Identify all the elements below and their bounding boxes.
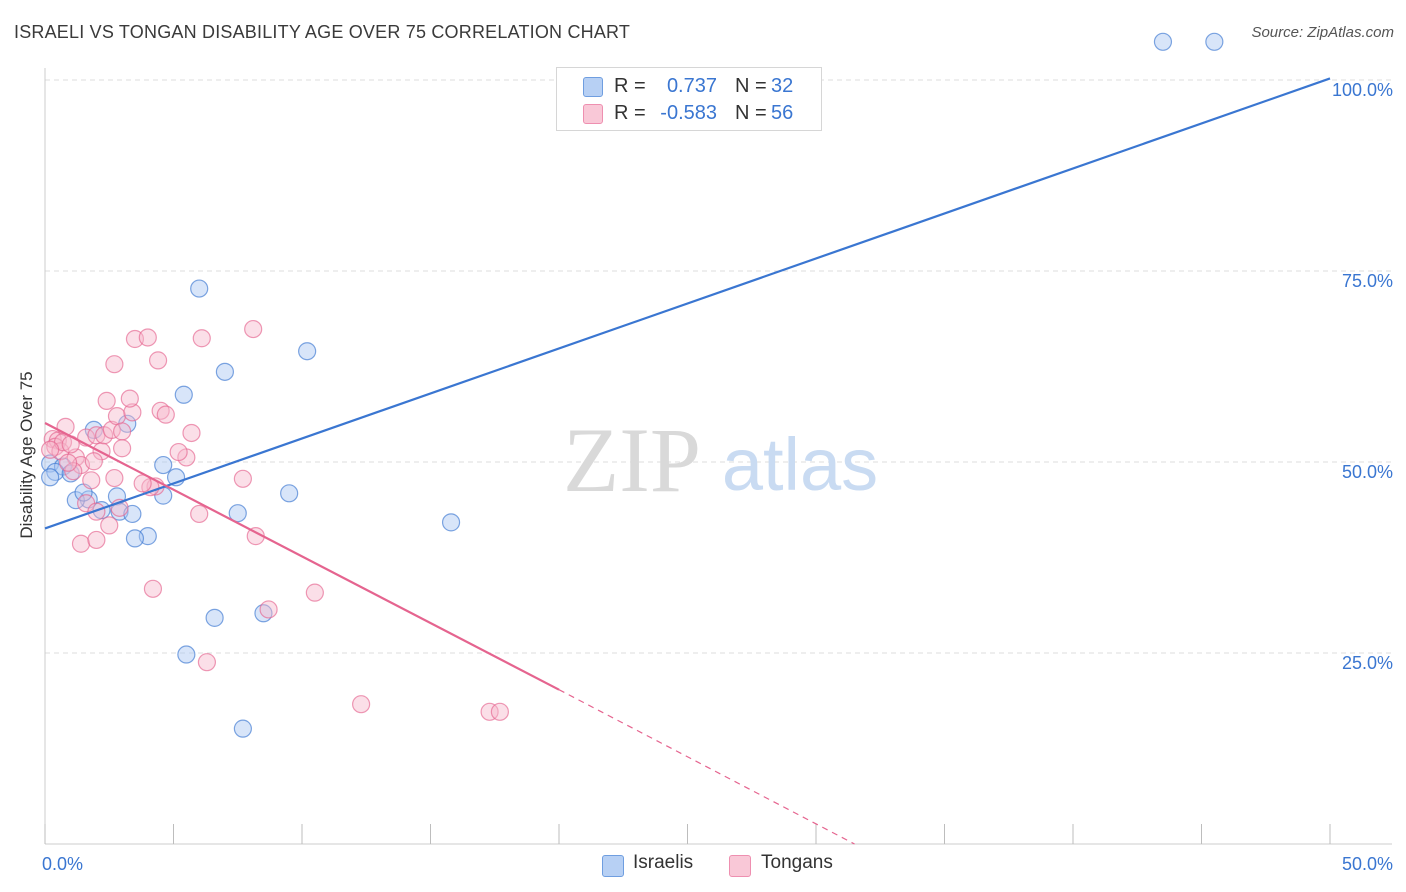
israelis-point <box>298 342 317 361</box>
tongans-point <box>87 530 106 550</box>
israelis-point <box>66 491 85 510</box>
n-value: 32 <box>771 75 794 97</box>
tongans-point <box>138 328 157 347</box>
israelis-point <box>441 513 461 532</box>
tongans-point <box>148 351 168 370</box>
israelis-point <box>1153 32 1173 51</box>
tongans-point <box>143 579 163 598</box>
tongans-point <box>490 702 509 721</box>
tongans-point <box>100 516 119 535</box>
israelis-trend-line <box>44 77 1331 530</box>
tongans-point <box>97 391 116 410</box>
tongans-point <box>84 452 103 471</box>
tongans-point <box>41 440 60 459</box>
israelis-point <box>174 385 193 404</box>
israelis-point <box>215 362 234 381</box>
israelis-swatch <box>583 77 603 97</box>
israelis-point <box>46 462 65 482</box>
israelis-point <box>190 279 209 298</box>
legend-israelis-label: Israelis <box>633 852 694 873</box>
y-axis-label: Disability Age Over 75 <box>17 371 36 539</box>
tongans-point <box>305 583 324 602</box>
source-label: Source: ZipAtlas.com <box>1251 24 1394 41</box>
tick-label-layer: 25.0% 50.0% 75.0% 100.0% 0.0% 50.0% <box>42 80 1393 874</box>
r-value: 0.737 <box>666 75 717 97</box>
stats-box: R = 0.737 N = 32 R = -0.583 N = 56 <box>556 67 822 131</box>
tongans-point <box>197 653 217 672</box>
n-label: N = <box>735 75 767 97</box>
israelis-point <box>228 504 247 523</box>
tongans-point <box>259 600 278 619</box>
tongans-point <box>190 504 209 524</box>
tongans-point <box>182 423 201 443</box>
tongans-point <box>105 355 124 374</box>
tongans-point <box>156 405 175 424</box>
n-value: 56 <box>771 102 794 124</box>
israelis-point <box>280 484 299 503</box>
chart-title: ISRAELI VS TONGAN DISABILITY AGE OVER 75… <box>14 22 631 42</box>
legend-israelis-swatch <box>602 855 624 877</box>
stats-row-tongans: R = -0.583 N = 56 <box>557 101 821 127</box>
tongans-point <box>352 695 371 714</box>
trend-layer <box>44 77 1331 845</box>
x-tick-label: 50.0% <box>1342 854 1393 874</box>
tongans-trend-extension <box>558 689 855 845</box>
tongans-point <box>87 502 106 521</box>
israelis-point <box>177 645 196 664</box>
stats-row-israelis: R = 0.737 N = 32 <box>557 74 821 100</box>
watermark-zip: ZIP <box>563 409 701 511</box>
israelis-point <box>41 468 60 487</box>
r-label: R = <box>614 102 646 124</box>
n-label: N = <box>735 102 767 124</box>
tongans-point <box>169 442 188 462</box>
watermark: ZIP atlas <box>563 409 878 511</box>
tongans-point <box>120 389 139 408</box>
tongans-point <box>107 407 127 426</box>
watermark-atlas: atlas <box>722 423 878 506</box>
israelis-point <box>154 455 173 475</box>
points-layer <box>41 32 1224 738</box>
tongans-point <box>59 453 78 472</box>
x-tick-label: 0.0% <box>42 854 83 874</box>
tongans-point <box>123 403 142 422</box>
tongans-swatch <box>583 104 603 124</box>
israelis-point <box>233 719 252 738</box>
r-label: R = <box>614 75 646 97</box>
r-value: -0.583 <box>660 102 717 124</box>
legend-tongans-label: Tongans <box>761 852 833 873</box>
legend: Israelis Tongans <box>0 850 1406 878</box>
y-tick-label: 25.0% <box>1342 653 1393 673</box>
y-tick-label: 100.0% <box>1332 80 1393 100</box>
y-tick-label: 75.0% <box>1342 271 1393 291</box>
tongans-point <box>192 329 211 348</box>
israelis-point <box>125 529 145 548</box>
grid-layer <box>45 79 1392 654</box>
israelis-point <box>205 608 224 627</box>
israelis-point <box>1205 32 1224 51</box>
tongans-point <box>82 471 101 490</box>
legend-tongans-swatch <box>729 855 751 877</box>
tongans-point <box>105 468 124 488</box>
tongans-point <box>71 534 91 553</box>
tongans-point <box>112 422 132 441</box>
y-tick-label: 50.0% <box>1342 462 1393 482</box>
tongans-trend-line <box>44 422 560 691</box>
tongans-point <box>233 469 252 488</box>
tongans-point <box>244 319 263 339</box>
tongans-point <box>480 702 499 721</box>
tongans-point <box>112 439 132 458</box>
